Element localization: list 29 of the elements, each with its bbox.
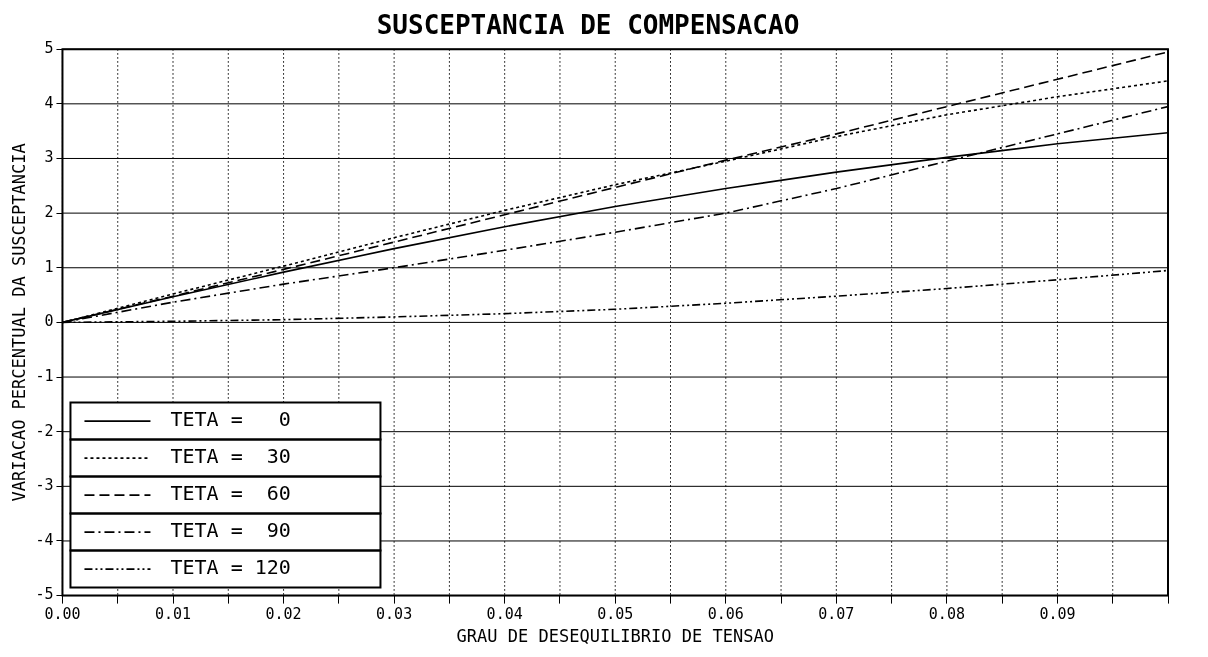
y-tick-label: 3: [44, 148, 54, 167]
x-tick-label: 0.03: [376, 605, 413, 624]
y-tick-label: -5: [35, 585, 54, 604]
x-tick-label: 0.07: [818, 605, 855, 624]
legend-label: TETA = 60: [170, 481, 291, 506]
x-tick-label: 0.02: [265, 605, 302, 624]
y-tick-label: -1: [35, 366, 54, 385]
x-axis-title: GRAU DE DESEQUILIBRIO DE TENSAO: [456, 626, 774, 647]
x-tick-label: 0.00: [44, 605, 81, 624]
y-axis-title: VARIACAO PERCENTUAL DA SUSCEPTANCIA: [8, 143, 29, 502]
y-tick-label: 1: [44, 257, 54, 276]
y-tick-label: 4: [44, 93, 54, 112]
y-tick-label: -2: [35, 421, 54, 440]
x-tick-label: 0.08: [928, 605, 965, 624]
x-tick-label: 0.09: [1039, 605, 1076, 624]
y-tick-label: -3: [35, 476, 54, 495]
legend-label: TETA = 90: [170, 518, 291, 543]
legend-label: TETA = 30: [170, 444, 291, 469]
x-tick-label: 0.04: [486, 605, 523, 624]
x-tick-label: 0.01: [154, 605, 192, 624]
y-tick-label: 2: [44, 203, 54, 222]
x-tick-label: 0.05: [597, 605, 634, 624]
legend-label: TETA = 120: [170, 555, 291, 580]
y-tick-label: 5: [44, 39, 54, 58]
x-tick-label: 0.06: [707, 605, 744, 624]
y-tick-label: -4: [35, 530, 54, 549]
chart-title: SUSCEPTANCIA DE COMPENSACAO: [376, 10, 800, 41]
legend-label: TETA = 0: [170, 407, 291, 432]
y-tick-label: 0: [44, 312, 54, 331]
